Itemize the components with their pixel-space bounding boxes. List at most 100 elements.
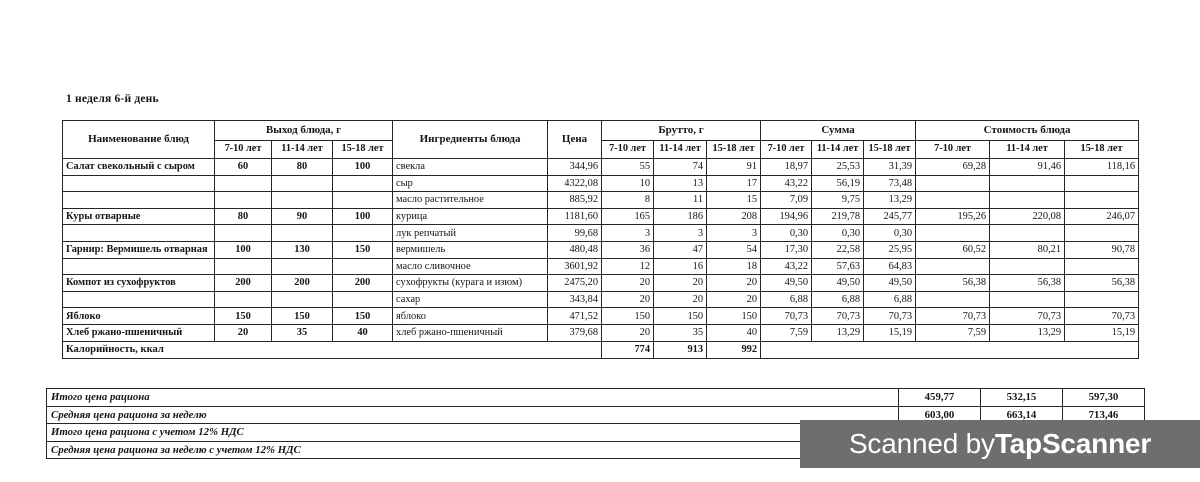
cell-cost-2: 56,38 xyxy=(1064,274,1140,292)
cell-yield-0: 20 xyxy=(214,323,272,342)
cell-sum-1: 70,73 xyxy=(811,307,865,325)
cell-price: 471,52 xyxy=(547,307,603,325)
cell-ingredient: курица xyxy=(392,207,549,226)
cell-cost-2 xyxy=(1064,224,1140,242)
cell-sum-2: 6,88 xyxy=(863,290,917,309)
cell-gross-2: 18 xyxy=(706,257,762,276)
summary-label: Итого цена рациона xyxy=(46,388,899,407)
cell-gross-1: 20 xyxy=(653,274,708,292)
cell-dish-name: Яблоко xyxy=(62,307,215,325)
cell-ingredient: яблоко xyxy=(392,307,549,325)
menu-table: Наименование блюд Выход блюда, г Ингреди… xyxy=(61,120,1140,359)
cell-sum-2: 31,39 xyxy=(863,158,917,176)
cell-dish-name: Гарнир: Вермишель отварная xyxy=(62,240,215,259)
cell-price: 344,96 xyxy=(547,158,603,176)
cell-cost-2: 118,16 xyxy=(1064,158,1140,176)
cell-cost-1: 80,21 xyxy=(989,240,1066,259)
cell-cost-1: 13,29 xyxy=(989,323,1066,342)
cell-cost-1 xyxy=(989,174,1066,193)
header-yield: Выход блюда, г xyxy=(213,120,394,141)
cell-dish-name: Компот из сухофруктов xyxy=(62,274,215,292)
cell-yield-0 xyxy=(214,224,272,242)
cell-dish-name: Куры отварные xyxy=(62,207,215,226)
cell-dish-name xyxy=(62,224,215,242)
cell-gross-1: 186 xyxy=(653,207,708,226)
cell-ingredient: масло сливочное xyxy=(392,257,549,276)
cell-gross-1: 20 xyxy=(653,290,708,309)
cell-ingredient: свекла xyxy=(392,158,549,176)
table-row: сахар 343,84 20 20 20 6,88 6,88 6,88 xyxy=(62,290,1140,309)
summary-label: Средняя цена рациона за неделю с учетом … xyxy=(46,440,899,459)
cell-yield-1 xyxy=(271,257,333,276)
cell-gross-2: 3 xyxy=(706,224,762,242)
cell-price: 4322,08 xyxy=(547,174,603,193)
cell-cost-2: 15,19 xyxy=(1064,323,1140,342)
cell-ingredient: лук репчатый xyxy=(392,224,549,242)
table-row: Салат свекольный с сыром 60 80 100 свекла 344… xyxy=(62,158,1140,176)
header-dish-name: Наименование блюд xyxy=(62,120,215,159)
table-body: Салат свекольный с сыром 60 80 100 свекла 344… xyxy=(61,158,1140,359)
calories-row: Калорийность, ккал 774 913 992 xyxy=(61,340,1140,359)
cell-yield-2: 40 xyxy=(331,323,394,342)
cell-yield-1 xyxy=(271,174,333,193)
cell-sum-0: 6,88 xyxy=(760,290,813,309)
cell-gross-0: 165 xyxy=(601,207,655,226)
cell-sum-2: 64,83 xyxy=(863,257,917,276)
cell-dish-name: Хлеб ржано-пшеничный xyxy=(62,323,215,342)
cell-dish-name xyxy=(62,174,215,193)
cell-gross-0: 20 xyxy=(601,274,655,292)
cell-cost-0 xyxy=(915,174,991,193)
cell-gross-0: 36 xyxy=(601,240,655,259)
cell-yield-2: 100 xyxy=(331,158,394,176)
header-gross: Брутто, г xyxy=(601,120,762,141)
cell-yield-0: 80 xyxy=(214,207,272,226)
cell-gross-1: 74 xyxy=(653,158,708,176)
cell-cost-0 xyxy=(915,257,991,276)
header-yield-age-2: 15-18 лет xyxy=(331,140,394,159)
cell-dish-name xyxy=(62,290,215,309)
cell-ingredient: сыр xyxy=(392,174,549,193)
cell-gross-0: 20 xyxy=(601,323,655,342)
cell-sum-1: 6,88 xyxy=(811,290,865,309)
summary-value-0: 459,77 xyxy=(898,388,981,407)
cell-cost-1 xyxy=(989,191,1066,209)
cell-yield-2: 150 xyxy=(331,240,394,259)
cell-sum-1: 49,50 xyxy=(811,274,865,292)
calories-value-2: 992 xyxy=(706,340,762,359)
summary-label: Итого цена рациона с учетом 12% НДС xyxy=(46,423,899,442)
cell-dish-name xyxy=(62,191,215,209)
cell-sum-2: 73,48 xyxy=(863,174,917,193)
header-gross-age-1: 11-14 лет xyxy=(653,140,708,159)
cell-cost-0 xyxy=(915,224,991,242)
cell-sum-1: 13,29 xyxy=(811,323,865,342)
cell-gross-0: 20 xyxy=(601,290,655,309)
cell-yield-2 xyxy=(331,191,394,209)
cell-price: 379,68 xyxy=(547,323,603,342)
header-row-group: Наименование блюд Выход блюда, г Ингреди… xyxy=(62,120,1140,159)
cell-sum-2: 49,50 xyxy=(863,274,917,292)
cell-sum-0: 0,30 xyxy=(760,224,813,242)
summary-value-2: 713,46 xyxy=(1062,405,1145,424)
cell-sum-0: 70,73 xyxy=(760,307,813,325)
cell-yield-1: 200 xyxy=(271,274,333,292)
cell-price: 1181,60 xyxy=(547,207,603,226)
cell-cost-1: 70,73 xyxy=(989,307,1066,325)
table-row: Хлеб ржано-пшеничный 20 35 40 хлеб ржано-пше… xyxy=(62,323,1140,342)
cell-yield-1: 90 xyxy=(271,207,333,226)
header-gross-age-0: 7-10 лет xyxy=(601,140,655,159)
cell-cost-2: 246,07 xyxy=(1064,207,1140,226)
cell-dish-name xyxy=(62,257,215,276)
cell-yield-1: 35 xyxy=(271,323,333,342)
cell-yield-1: 130 xyxy=(271,240,333,259)
cell-gross-0: 8 xyxy=(601,191,655,209)
cell-cost-1: 56,38 xyxy=(989,274,1066,292)
cell-ingredient: вермишель xyxy=(392,240,549,259)
cell-sum-2: 0,30 xyxy=(863,224,917,242)
cell-yield-0 xyxy=(214,257,272,276)
header-ingredients: Ингредиенты блюда xyxy=(392,120,549,159)
cell-sum-0: 43,22 xyxy=(760,257,813,276)
watermark-brand: TapScanner xyxy=(994,428,1152,459)
cell-cost-1 xyxy=(989,290,1066,309)
cell-cost-0: 7,59 xyxy=(915,323,991,342)
table-row: Яблоко 150 150 150 яблоко 471,52 150 150 150 70,7… xyxy=(62,307,1140,325)
